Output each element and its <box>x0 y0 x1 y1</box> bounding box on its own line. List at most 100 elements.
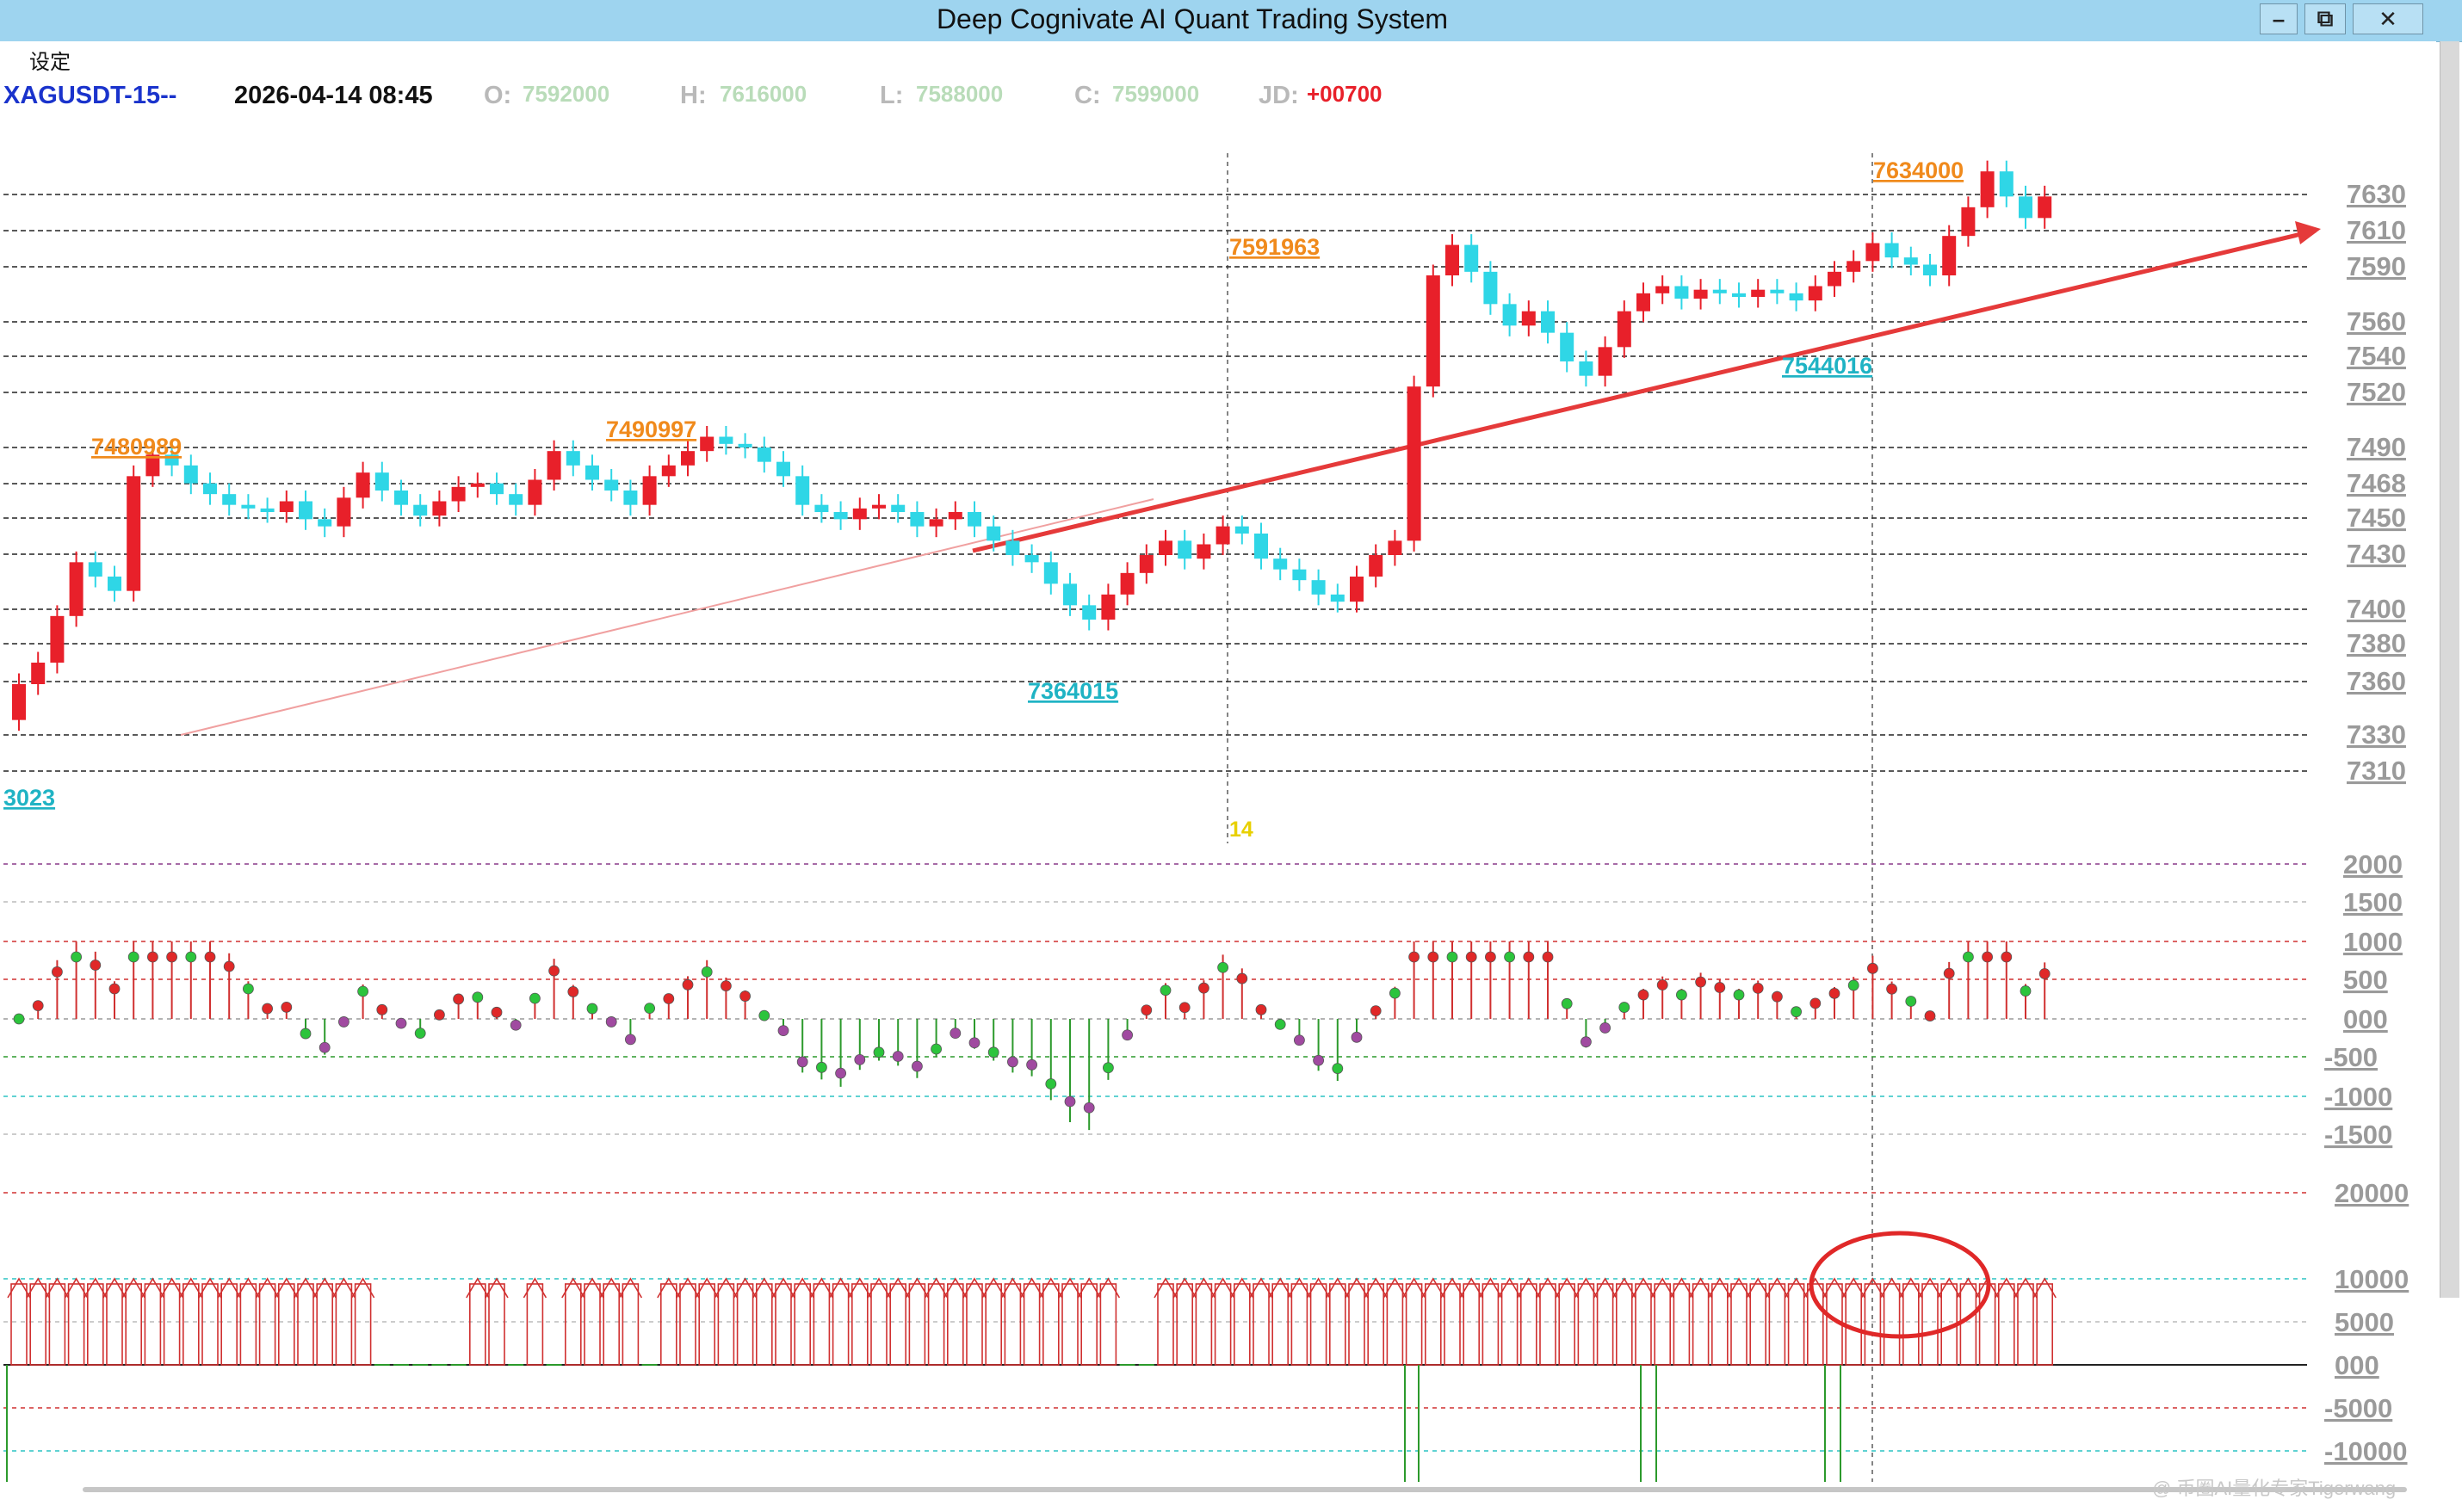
macd-dot <box>1446 951 1458 963</box>
macd-dot <box>1886 983 1898 995</box>
signal-bar <box>125 1283 142 1366</box>
candle <box>1961 207 1976 237</box>
price-axis-label: 7430 <box>2347 539 2406 569</box>
macd-dot <box>223 960 235 972</box>
candle <box>1828 271 1841 287</box>
high-annotation: 7591963 <box>1229 234 1320 260</box>
candle <box>1197 544 1211 559</box>
signal-bar <box>584 1283 601 1366</box>
minimize-button[interactable]: – <box>2260 3 2298 34</box>
signal-cap <box>1154 1277 1178 1299</box>
macd-dot <box>1962 951 1974 963</box>
signal-cap <box>1517 1277 1541 1299</box>
candle <box>566 451 580 466</box>
signal-cap <box>1669 1277 1694 1299</box>
signal-cap <box>1096 1277 1121 1299</box>
signal-bar <box>1787 1283 1805 1366</box>
signal-cap <box>599 1277 623 1299</box>
signal-bar <box>1329 1283 1346 1366</box>
macd-dot <box>1714 982 1726 993</box>
signal-cap <box>102 1277 127 1299</box>
signal-bar <box>698 1283 716 1366</box>
macd-dot <box>1828 987 1840 999</box>
close-button[interactable]: ✕ <box>2353 3 2423 34</box>
macd-axis-label: -1000 <box>2324 1082 2392 1112</box>
candle <box>1617 311 1631 348</box>
signal-cap <box>1497 1277 1522 1299</box>
price-axis-label: 7468 <box>2347 468 2406 498</box>
candle <box>1330 594 1345 602</box>
signal-cap <box>1746 1277 1770 1299</box>
signal-bar <box>29 1283 47 1366</box>
signal-bar <box>947 1283 964 1366</box>
macd-dot <box>13 1013 25 1025</box>
macd-dot <box>414 1028 426 1040</box>
candle <box>623 491 638 505</box>
candle <box>1923 264 1937 275</box>
candle <box>1674 286 1689 299</box>
signal-bar <box>1444 1283 1461 1366</box>
watermark-text: @ 币圈AI量化专家Tigerwang <box>2152 1478 2397 1499</box>
macd-dot <box>777 1025 789 1037</box>
macd-axis-label: 000 <box>2343 1004 2388 1034</box>
high-annotation: 7490997 <box>606 417 696 442</box>
candle <box>1120 572 1135 595</box>
signal-cap <box>485 1277 509 1299</box>
candle <box>145 454 160 477</box>
candle <box>1980 171 1995 207</box>
candle <box>585 465 599 480</box>
signal-bar <box>1195 1283 1213 1366</box>
candle <box>127 476 141 591</box>
signal-cap <box>140 1277 165 1299</box>
candle <box>1636 293 1650 312</box>
low-annotation: 7544016 <box>1782 353 1872 379</box>
signal-bar <box>1463 1283 1480 1366</box>
candle <box>814 504 829 512</box>
candle <box>222 494 237 505</box>
vertical-scrollbar[interactable] <box>2440 41 2459 1298</box>
signal-cap <box>676 1277 700 1299</box>
macd-dot <box>1637 989 1649 1001</box>
candle <box>1216 526 1230 545</box>
close-value: 7599000 <box>1112 81 1199 107</box>
signal-bar <box>48 1283 66 1366</box>
macd-dot <box>1485 951 1496 963</box>
restore-button[interactable]: ⧉ <box>2304 3 2346 34</box>
candle <box>1426 275 1440 387</box>
signal-cap <box>1459 1277 1483 1299</box>
signal-cap <box>217 1277 241 1299</box>
signal-cap <box>1688 1277 1713 1299</box>
signal-cap <box>1593 1277 1618 1299</box>
macd-dot <box>1771 991 1783 1003</box>
macd-dot <box>892 1051 904 1062</box>
candle <box>1063 583 1077 606</box>
signal-cap <box>657 1277 681 1299</box>
signal-bar <box>1425 1283 1442 1366</box>
signal-bar <box>526 1283 544 1366</box>
menu-item-settings[interactable]: 设定 <box>29 51 71 74</box>
signal-bar <box>1023 1283 1041 1366</box>
highlight-circle <box>1809 1231 1991 1339</box>
horizontal-scrollbar[interactable] <box>83 1487 2407 1492</box>
macd-dot <box>166 951 178 963</box>
macd-dot <box>1599 1022 1611 1034</box>
signal-cap <box>1708 1277 1732 1299</box>
signal-bar <box>1386 1283 1404 1366</box>
open-value: 7592000 <box>523 81 609 107</box>
signal-bar <box>813 1283 831 1366</box>
signal-cap <box>752 1277 776 1299</box>
candle <box>279 501 294 512</box>
price-axis-label: 7360 <box>2347 666 2406 696</box>
macd-dot <box>1160 984 1172 997</box>
candle <box>260 508 275 512</box>
signal-bar <box>1348 1283 1365 1366</box>
macd-dot <box>1274 1019 1286 1030</box>
candle <box>1693 289 1708 299</box>
macd-dot <box>1982 951 1994 963</box>
signal-bar <box>1214 1283 1232 1366</box>
signal-bar <box>1099 1283 1117 1366</box>
macd-dot <box>1905 996 1917 1007</box>
macd-dot <box>510 1019 522 1031</box>
candle <box>661 465 676 477</box>
candle <box>1579 361 1593 376</box>
